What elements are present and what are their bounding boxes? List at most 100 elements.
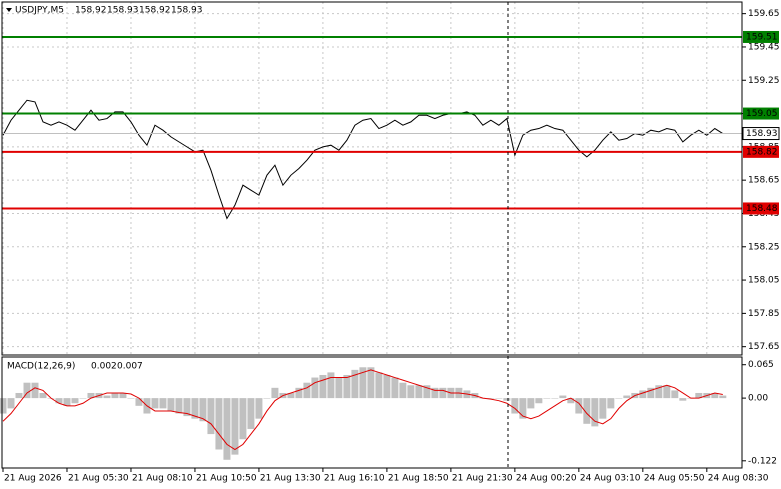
- price-pane-border: [1, 1, 743, 356]
- macd-bar: [231, 398, 239, 455]
- macd-bar: [543, 398, 551, 399]
- y-tick-label: 0.065: [748, 360, 774, 370]
- macd-bar: [559, 395, 567, 399]
- x-tick-label: 21 Aug 08:10: [132, 474, 193, 484]
- macd-bar: [607, 398, 615, 409]
- x-tick-label: 21 Aug 05:30: [68, 474, 129, 484]
- macd-bar: [191, 398, 199, 419]
- macd-bar: [639, 390, 647, 399]
- macd-bar: [71, 398, 79, 404]
- y-tick-label: 157.85: [748, 309, 780, 319]
- x-tick-label: 21 Aug 13:30: [260, 474, 321, 484]
- x-tick-label: 24 Aug 00:20: [516, 474, 577, 484]
- macd-bar: [383, 374, 391, 399]
- macd-bar: [215, 398, 223, 450]
- macd-bar: [79, 398, 87, 399]
- macd-bar: [287, 392, 295, 399]
- macd-bar: [263, 398, 271, 399]
- macd-bar: [319, 374, 327, 399]
- macd-bar: [535, 398, 543, 404]
- x-tick-label: 21 Aug 10:50: [196, 474, 257, 484]
- macd-bar: [167, 398, 175, 411]
- level-label: 159.51: [746, 32, 778, 42]
- macd-bar: [575, 398, 583, 414]
- level-label: 159.05: [746, 109, 778, 119]
- macd-bar: [367, 367, 375, 399]
- y-tick-label: 158.05: [748, 276, 780, 286]
- macd-bar: [39, 392, 47, 399]
- price-line: [2, 99, 724, 220]
- macd-bar: [159, 398, 167, 409]
- macd-bar: [311, 377, 319, 399]
- macd-bar: [175, 398, 183, 414]
- macd-bar: [0, 398, 7, 414]
- macd-bar: [335, 377, 343, 399]
- x-tick-label: 24 Aug 08:30: [708, 474, 769, 484]
- macd-bar: [591, 398, 599, 427]
- macd-bar: [247, 398, 255, 429]
- macd-bar: [679, 398, 687, 401]
- macd-bar: [255, 398, 263, 419]
- macd-bar: [415, 385, 423, 399]
- x-tick-label: 21 Aug 21:30: [452, 474, 513, 484]
- macd-bar: [343, 374, 351, 399]
- quote-value: 158.93: [107, 6, 139, 16]
- y-tick-label: 158.25: [748, 242, 780, 252]
- level-label: 158.48: [746, 204, 778, 214]
- macd-bar: [359, 367, 367, 399]
- y-tick-label: 159.25: [748, 76, 780, 86]
- macd-bar: [695, 392, 703, 399]
- macd-bar: [391, 377, 399, 399]
- y-tick-label: 159.65: [748, 9, 780, 19]
- macd-bar: [487, 398, 495, 399]
- macd-bar: [207, 398, 215, 435]
- macd-bar: [15, 392, 23, 399]
- macd-bar: [503, 398, 511, 401]
- level-label-box: [743, 107, 779, 120]
- macd-bar: [551, 398, 559, 399]
- y-tick-label: -0.122: [748, 456, 777, 466]
- macd-bar: [615, 398, 623, 399]
- macd-bar: [127, 398, 135, 399]
- quote-value: 158.92: [75, 6, 107, 16]
- macd-bar: [351, 369, 359, 399]
- macd-bar: [239, 398, 247, 440]
- macd-bar: [183, 398, 191, 417]
- quote-value: 158.92: [139, 6, 171, 16]
- macd-bar: [271, 387, 279, 399]
- macd-bar: [431, 387, 439, 399]
- macd-bar: [63, 398, 71, 406]
- y-tick-label: 157.65: [748, 342, 780, 352]
- macd-bar: [103, 395, 111, 399]
- macd-bar: [495, 398, 503, 399]
- symbol-arrow: [6, 8, 12, 12]
- macd-bar: [199, 398, 207, 422]
- x-tick-label: 24 Aug 03:10: [580, 474, 641, 484]
- macd-bar: [7, 398, 15, 409]
- macd-bar: [119, 392, 127, 399]
- macd-bar: [23, 382, 31, 399]
- macd-bar: [583, 398, 591, 424]
- y-tick-label: 158.65: [748, 176, 780, 186]
- y-tick-label: 0.00: [748, 394, 768, 404]
- macd-bar: [135, 398, 143, 406]
- macd-pane-border: [1, 356, 743, 469]
- macd-bar: [111, 392, 119, 399]
- macd-bar: [655, 385, 663, 399]
- macd-bar: [399, 382, 407, 399]
- current-price-box: [742, 127, 780, 141]
- x-tick-label: 21 Aug 2026: [4, 474, 62, 484]
- x-tick-label: 21 Aug 18:50: [388, 474, 449, 484]
- x-tick-label: 21 Aug 16:10: [324, 474, 385, 484]
- quote-value: 158.93: [171, 6, 203, 16]
- macd-bar: [55, 398, 63, 404]
- macd-bar: [527, 398, 535, 409]
- macd-bar: [439, 387, 447, 399]
- macd-bar: [423, 385, 431, 399]
- indicator-value: 0.002: [91, 362, 117, 372]
- macd-bar: [567, 398, 575, 404]
- macd-bar: [511, 398, 519, 414]
